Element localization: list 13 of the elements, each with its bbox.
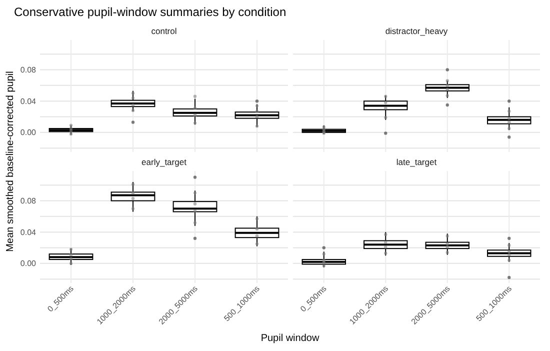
chart-subtitle: late_target [396,157,438,167]
y-axis-title: Mean smoothed baseline-corrected pupil [5,71,16,252]
y-tick-label: 0.08 [20,196,37,206]
y-tick-label: 0.00 [20,128,37,138]
x-axis-title: Pupil window [260,333,320,344]
chart-title: Conservative pupil-window summaries by condition [14,5,286,19]
chart-subtitle: control [151,26,177,36]
y-tick-label: 0.04 [20,96,37,106]
chart-subtitle: early_target [142,157,188,167]
y-tick-label: 0.04 [20,228,37,237]
chart-subtitle: distractor_heavy [385,26,448,36]
y-tick-label: 0.00 [20,259,37,268]
y-tick-label: 0.08 [20,66,37,75]
